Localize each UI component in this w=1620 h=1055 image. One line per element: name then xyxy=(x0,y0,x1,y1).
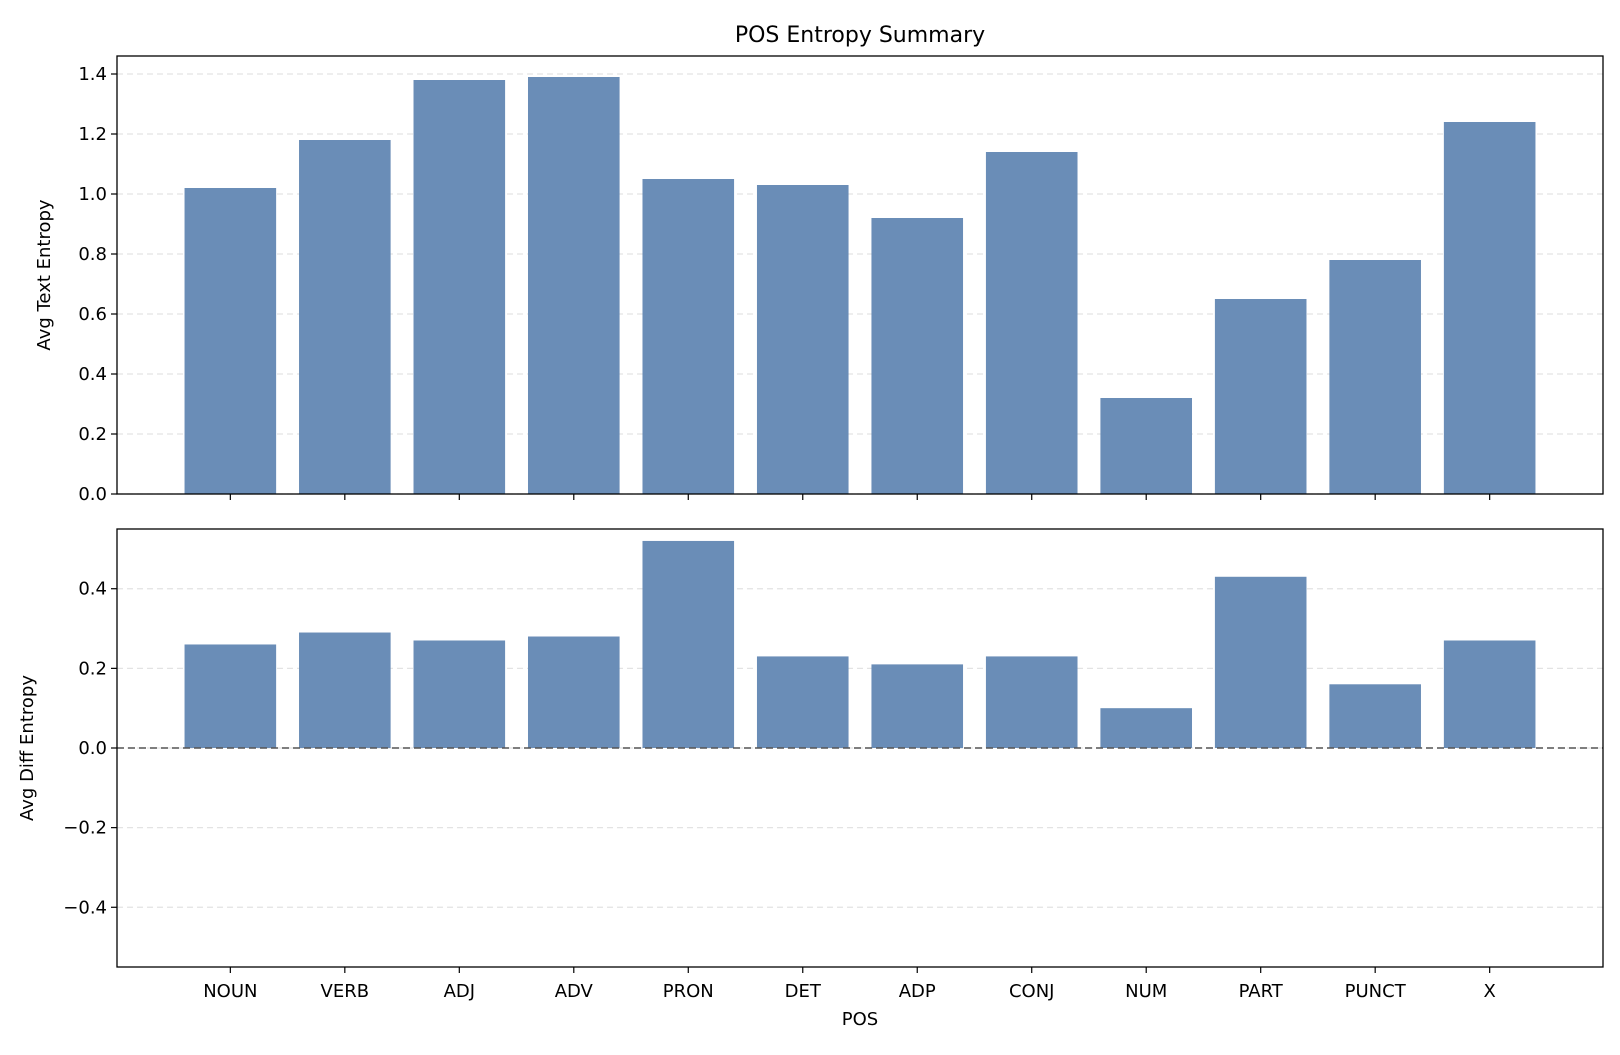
y-tick-label: 0.4 xyxy=(78,364,107,385)
x-tick-label-pron: PRON xyxy=(663,981,714,1002)
x-tick-label-noun: NOUN xyxy=(203,981,257,1002)
bar-adj xyxy=(413,80,506,494)
bar-conj xyxy=(985,656,1078,748)
bar-adp xyxy=(871,218,964,494)
y-tick-label: 0.2 xyxy=(78,424,107,445)
bar-noun xyxy=(184,188,277,494)
bar-x xyxy=(1443,640,1536,748)
bar-adp xyxy=(871,664,964,748)
bar-part xyxy=(1214,576,1307,748)
x-tick-label-conj: CONJ xyxy=(1009,981,1055,1002)
y-axis-label: Avg Text Entropy xyxy=(34,199,55,350)
bar-verb xyxy=(299,140,391,494)
x-tick-label-adj: ADJ xyxy=(444,981,475,1002)
bar-part xyxy=(1214,299,1307,494)
x-tick-label-num: NUM xyxy=(1125,981,1167,1002)
y-tick-label: 0.4 xyxy=(78,579,107,600)
y-tick-label: 0.0 xyxy=(78,484,107,505)
chart-title: POS Entropy Summary xyxy=(735,23,985,48)
y-tick-label: −0.2 xyxy=(63,818,107,839)
y-tick-label: 1.2 xyxy=(78,124,107,145)
bar-punct xyxy=(1329,260,1421,494)
bar-punct xyxy=(1329,684,1421,748)
bar-pron xyxy=(642,179,735,494)
bar-num xyxy=(1100,398,1193,494)
y-tick-label: 1.4 xyxy=(78,64,107,85)
bar-pron xyxy=(642,540,735,748)
bar-det xyxy=(756,656,849,748)
x-tick-label-adv: ADV xyxy=(555,981,594,1002)
y-axis-label: Avg Diff Entropy xyxy=(17,675,38,821)
x-tick-label-adp: ADP xyxy=(899,981,936,1002)
top-panel: 0.0 0.2 0.4 0.6 0.8 1.0 1.2 1.4 Avg Text Entropy xyxy=(34,55,1604,505)
y-tick-label: 0.6 xyxy=(78,304,107,325)
x-tick-label-part: PART xyxy=(1239,981,1284,1002)
x-tick-label-det: DET xyxy=(785,981,822,1002)
bar-adv xyxy=(527,636,620,748)
x-tick-label-x: X xyxy=(1483,981,1495,1002)
y-tick-label: 0.8 xyxy=(78,244,107,265)
bar-det xyxy=(756,185,849,494)
axes-frame xyxy=(116,55,1604,495)
bar-noun xyxy=(184,644,277,748)
bar-conj xyxy=(985,152,1078,494)
x-axis-label: POS xyxy=(842,1009,878,1030)
y-tick-label: −0.4 xyxy=(63,897,107,918)
bar-adv xyxy=(527,77,620,494)
bar-x xyxy=(1443,122,1536,494)
x-tick-label-verb: VERB xyxy=(321,981,370,1002)
x-tick-label-punct: PUNCT xyxy=(1345,981,1407,1002)
y-tick-label: 0.0 xyxy=(78,738,107,759)
y-tick-label: 1.0 xyxy=(78,184,107,205)
bar-verb xyxy=(299,632,391,748)
bottom-panel: −0.4 −0.2 0.0 0.2 0.4 NOUN VERB ADJ ADV PRON DET AD… xyxy=(17,528,1604,1030)
y-tick-label: 0.2 xyxy=(78,658,107,679)
bar-adj xyxy=(413,640,506,748)
bar-num xyxy=(1100,708,1193,748)
